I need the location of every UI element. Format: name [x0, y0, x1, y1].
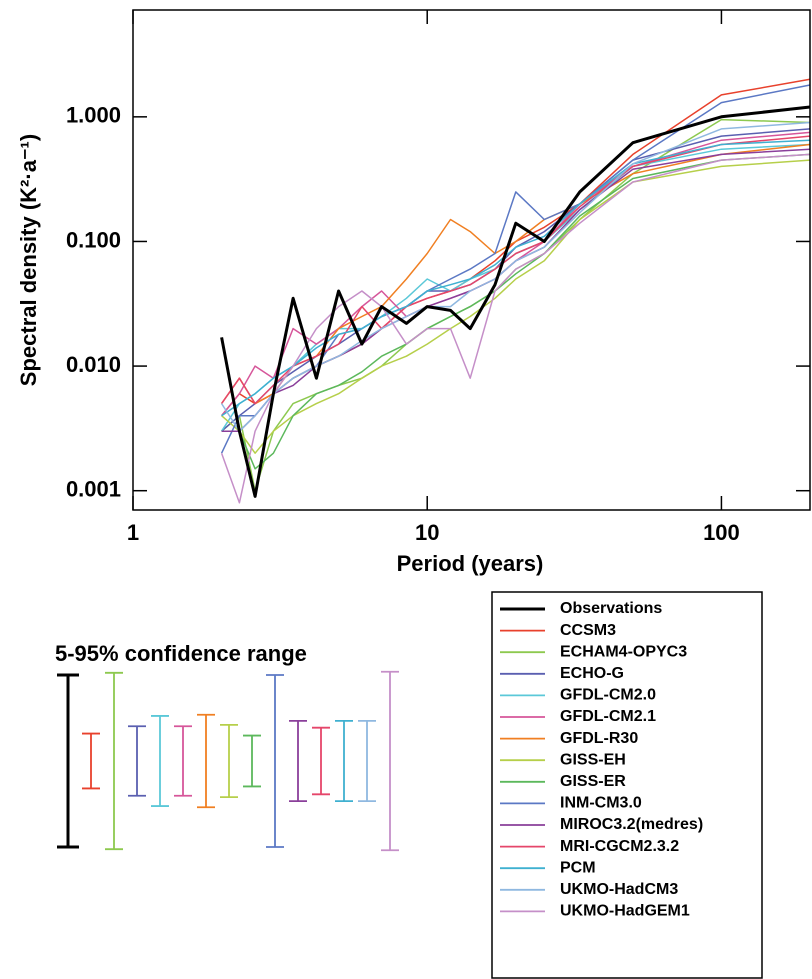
legend-label: GISS-EH — [560, 751, 626, 768]
legend-label: MRI-CGCM2.3.2 — [560, 838, 679, 855]
series-line — [220, 105, 811, 498]
x-tick-label: 10 — [415, 520, 439, 545]
ci-bar — [197, 713, 215, 809]
legend-label: GFDL-R30 — [560, 730, 638, 747]
legend-label: UKMO-HadCM3 — [560, 881, 678, 898]
ci-bar — [57, 673, 79, 849]
legend-label: UKMO-HadGEM1 — [560, 903, 690, 920]
ci-bar — [82, 732, 100, 790]
ci-bar — [312, 726, 330, 796]
series-line — [221, 128, 811, 432]
legend-label: PCM — [560, 859, 596, 876]
series-line — [221, 118, 811, 492]
ci-bar — [381, 670, 399, 852]
x-tick-label: 100 — [703, 520, 740, 545]
legend-label: ECHO-G — [560, 665, 624, 682]
x-axis-label: Period (years) — [397, 551, 544, 576]
ci-bar — [174, 725, 192, 797]
series-line — [221, 153, 811, 470]
y-tick-label: 1.000 — [66, 103, 121, 128]
legend-label: GFDL-CM2.1 — [560, 708, 656, 725]
y-tick-label: 0.010 — [66, 352, 121, 377]
ci-bar — [151, 715, 169, 807]
series-line — [221, 159, 811, 454]
legend-label: CCSM3 — [560, 622, 616, 639]
ci-bar — [128, 725, 146, 797]
legend-box — [491, 591, 763, 979]
ci-bar — [266, 674, 284, 848]
ci-bar — [335, 719, 353, 803]
series-line — [220, 143, 811, 432]
y-axis-label: Spectral density (K²·a⁻¹) — [16, 134, 41, 386]
y-tick-label: 0.100 — [66, 227, 121, 252]
ci-bar — [358, 719, 376, 803]
legend-label: ECHAM4-OPYC3 — [560, 643, 687, 660]
ci-bar — [289, 719, 307, 803]
legend-label: INM-CM3.0 — [560, 795, 642, 812]
ci-title: 5-95% confidence range — [55, 641, 307, 666]
series-line — [220, 153, 811, 504]
legend-label: Observations — [560, 600, 662, 617]
legend-label: GFDL-CM2.0 — [560, 687, 656, 704]
ci-bar — [243, 734, 261, 788]
ci-bar — [220, 723, 238, 799]
ci-bar — [105, 671, 123, 851]
y-tick-label: 0.001 — [66, 477, 121, 502]
plot-frame — [132, 9, 811, 511]
series-line — [220, 121, 811, 432]
x-tick-label: 1 — [127, 520, 139, 545]
series-line — [221, 139, 811, 417]
legend-label: GISS-ER — [560, 773, 626, 790]
legend-label: MIROC3.2(medres) — [560, 816, 703, 833]
